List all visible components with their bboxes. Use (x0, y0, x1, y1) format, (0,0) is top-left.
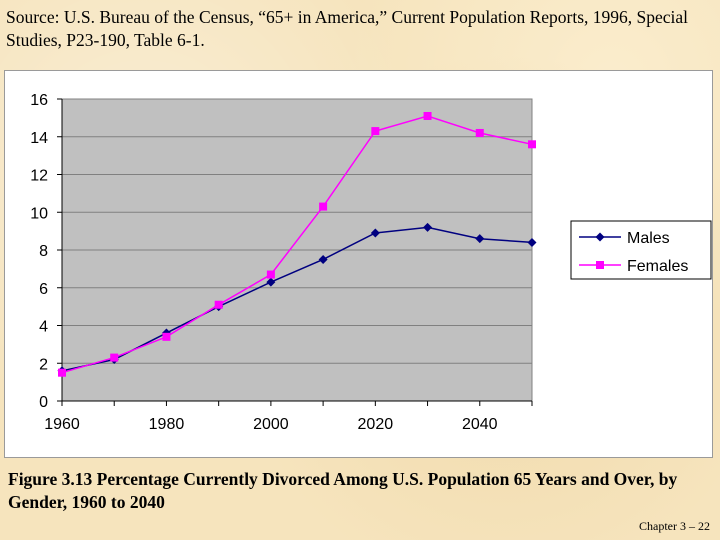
y-tick-label: 12 (30, 168, 48, 185)
females-data-point (162, 332, 171, 341)
x-tick-label: 1960 (44, 416, 80, 433)
source-citation: Source: U.S. Bureau of the Census, “65+ … (6, 7, 689, 50)
y-tick-label: 14 (30, 130, 48, 147)
x-tick-label: 2020 (358, 416, 394, 433)
legend-males-marker (595, 232, 605, 242)
legend-box (570, 220, 712, 280)
x-tick-label: 1980 (149, 416, 185, 433)
y-tick-label: 6 (39, 281, 48, 298)
females-data-point (266, 270, 275, 279)
males-data-point (266, 277, 276, 287)
y-tick-label: 10 (30, 205, 48, 222)
y-tick-label: 4 (39, 319, 48, 336)
females-data-point (110, 353, 119, 362)
chart-container: 0 2 4 6 8 10 12 14 16 1960 1980 2000 2020 2040 Males Fe… (4, 70, 713, 458)
males-data-point (370, 228, 380, 238)
males-data-point (318, 254, 328, 264)
females-data-point (214, 300, 223, 309)
x-tick-label: 2000 (253, 416, 289, 433)
females-data-point (371, 127, 380, 136)
females-data-point (58, 368, 66, 377)
males-series-line (61, 226, 533, 372)
x-tick-label: 2040 (462, 416, 498, 433)
legend-females-marker (596, 261, 604, 269)
legend-females-label: Females (627, 258, 688, 275)
males-data-point (423, 222, 433, 232)
males-data-point (527, 237, 537, 247)
y-tick-label: 16 (30, 92, 48, 109)
females-data-point (319, 202, 328, 211)
females-series-line (61, 115, 533, 374)
females-data-point (528, 140, 536, 149)
females-data-point (423, 111, 432, 120)
figure-caption: Figure 3.13 Percentage Currently Divorce… (8, 469, 678, 512)
line-chart: 0 2 4 6 8 10 12 14 16 1960 1980 2000 2020 2040 Males Fe… (30, 92, 712, 433)
females-data-point (475, 128, 484, 137)
males-data-point (475, 234, 485, 244)
page-footer: Chapter 3 – 22 (639, 519, 710, 533)
y-tick-label: 0 (39, 394, 48, 411)
y-tick-label: 2 (39, 356, 48, 373)
y-tick-label: 8 (39, 243, 48, 260)
legend-males-label: Males (627, 230, 670, 247)
